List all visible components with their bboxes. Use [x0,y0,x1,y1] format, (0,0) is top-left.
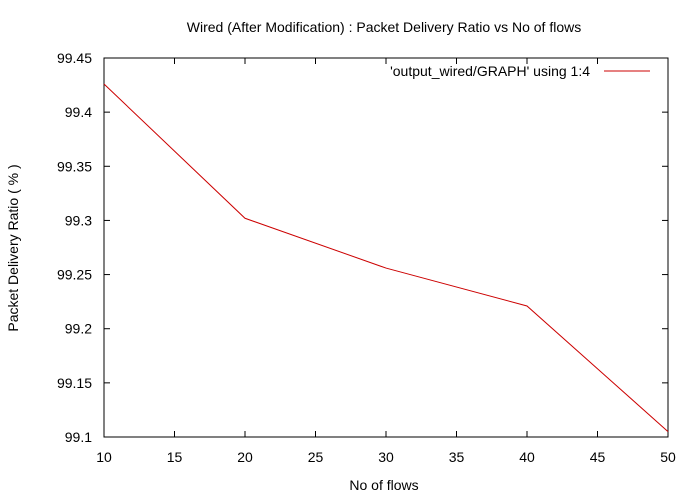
x-tick-label: 25 [308,449,324,465]
y-axis-label: Packet Delivery Ratio ( % ) [5,164,21,331]
legend-label: 'output_wired/GRAPH' using 1:4 [390,63,590,79]
x-tick-label: 40 [519,449,535,465]
x-tick-label: 10 [96,449,112,465]
y-tick-label: 99.45 [57,50,92,66]
x-tick-label: 50 [660,449,676,465]
x-tick-label: 35 [449,449,465,465]
chart-title: Wired (After Modification) : Packet Deli… [187,19,581,35]
legend: 'output_wired/GRAPH' using 1:4 [390,63,650,79]
series-layer [103,83,669,432]
y-axis: 99.1 99.15 99.2 99.25 99.3 99.35 99.4 99.45 [57,50,668,445]
x-axis: 10 15 20 25 30 35 40 45 50 [96,58,676,465]
series-line [103,83,669,432]
y-tick-label: 99.35 [57,158,92,174]
plot-frame [103,57,669,438]
y-tick-label: 99.2 [65,321,92,337]
y-tick-label: 99.15 [57,375,92,391]
y-tick-label: 99.25 [57,267,92,283]
x-tick-label: 15 [167,449,183,465]
y-tick-label: 99.4 [65,104,92,120]
x-axis-label: No of flows [349,477,418,493]
y-tick-label: 99.1 [65,429,92,445]
x-tick-label: 45 [590,449,606,465]
y-tick-label: 99.3 [65,212,92,228]
x-tick-label: 30 [378,449,394,465]
x-tick-label: 20 [237,449,253,465]
